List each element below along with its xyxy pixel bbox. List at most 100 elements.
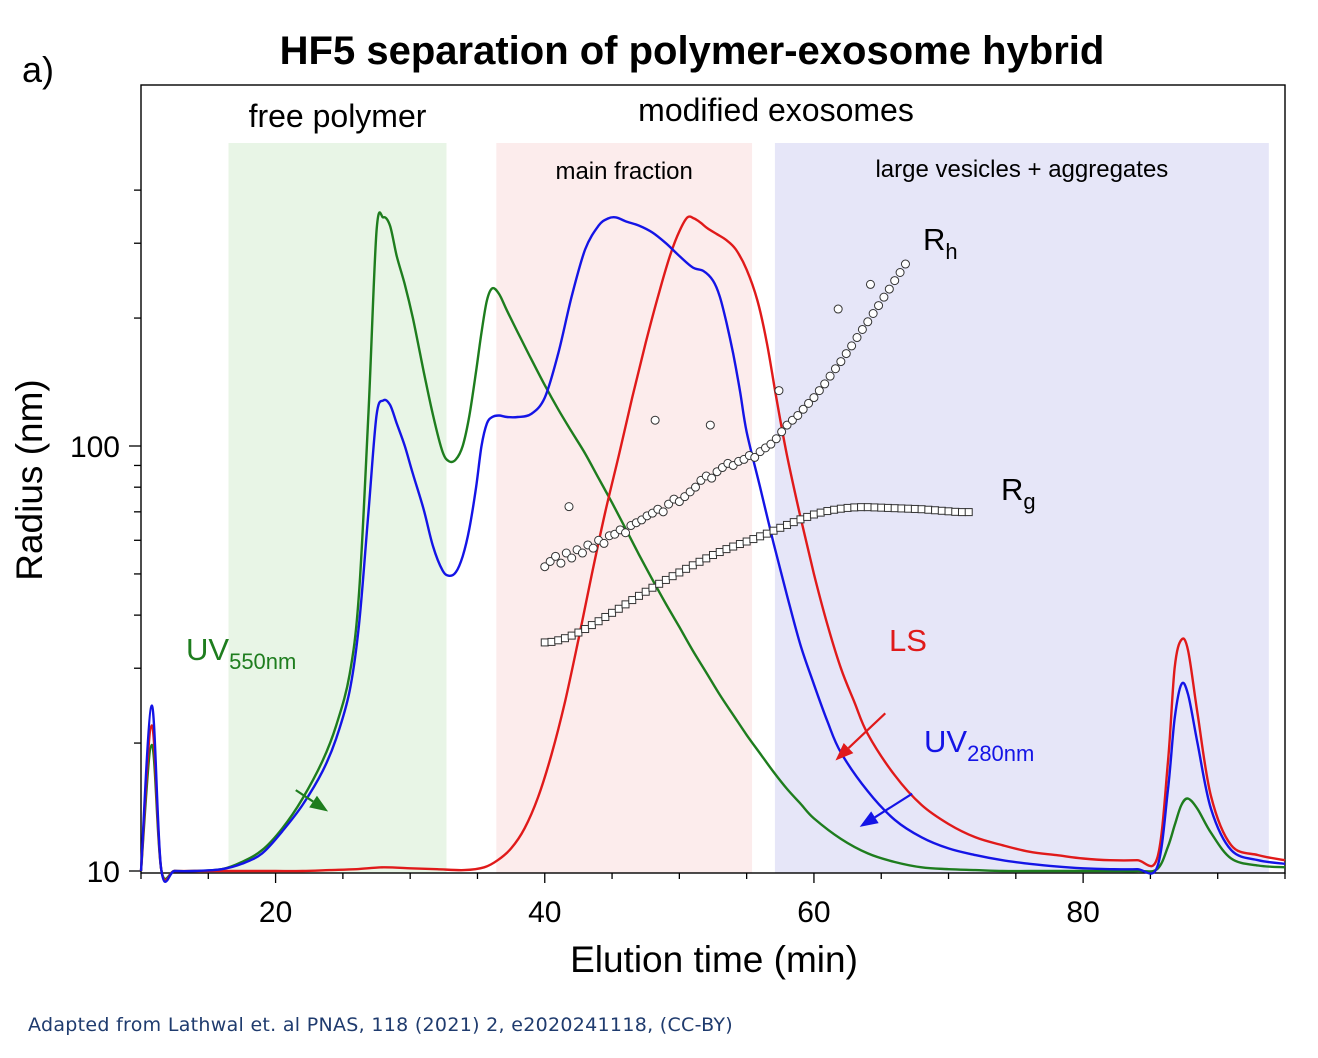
scatter-1-point-21 [682,564,691,573]
rg-label: Rg [1001,472,1036,514]
panel-label: a) [22,49,54,90]
scatter-1-point-38 [796,515,805,524]
scatter-0-point-51 [814,386,824,396]
scatter-1-point-42 [823,507,832,516]
scatter-0-point-62 [874,301,884,311]
scatter-1-point-44 [836,504,845,513]
scatter-0-point-49 [804,398,814,408]
scatter-1-point-23 [695,557,704,566]
scatter-1-point-19 [668,572,677,581]
x-tick-label-60: 60 [797,896,830,929]
scatter-1-point-45 [843,503,852,512]
rh-label: Rh [923,222,958,264]
series-line-2 [139,215,1286,882]
scatter-1-point-50 [877,503,886,512]
scatter-1-point-22 [688,561,697,570]
scatter-0-point-57 [847,341,857,351]
scatter-1-point-39 [803,512,812,521]
uv550-label: UV550nm [186,632,296,674]
arrow-head-2 [859,811,879,827]
scatter-0-point-2 [551,551,561,561]
arrow-shaft-1 [847,712,887,749]
scatter-1-point-27 [722,545,731,554]
scatter-1-point-20 [675,568,684,577]
scatter-1-point-25 [709,551,717,560]
scatter-1-point-61 [951,507,960,516]
scatter-1-point-53 [897,504,906,513]
y-tick-label-10: 10 [87,856,120,889]
scatter-1-point-24 [702,554,711,563]
scatter-0-point-39 [750,452,760,462]
scatter-1-point-10 [608,608,617,617]
x-axis-label: Elution time (min) [570,939,858,980]
scatter-0-point-3 [556,558,566,568]
scatter-1-point-18 [661,575,670,584]
scatter-0-point-56 [841,349,851,359]
scatter-0-point-7 [577,548,587,558]
scatter-0-point-61 [868,309,878,319]
scatter-1-point-40 [809,510,818,519]
scatter-0-point-69 [650,415,660,425]
scatter-1-point-47 [857,503,866,512]
scatter-1-point-59 [937,506,946,515]
y-tick-label-100: 100 [70,431,120,464]
scatter-1-point-30 [742,537,751,546]
scatter-1-point-29 [735,540,744,549]
scatter-0-point-9 [588,543,598,553]
elution-chart: free polymer main fraction large vesicles … [9,29,1286,980]
scatter-1-point-35 [776,523,785,532]
scatter-1-point-12 [621,600,630,609]
scatter-0-point-66 [895,267,905,277]
scatter-1-point-43 [830,505,839,514]
scatter-0-point-58 [852,333,862,343]
scatter-1-point-26 [715,548,724,557]
source-caption: Adapted from Lathwal et. al PNAS, 118 (2… [28,1014,734,1036]
scatter-0-point-59 [857,324,867,334]
x-tick-label-20: 20 [259,896,292,929]
scatter-0-point-4 [561,548,571,558]
scatter-1-point-8 [594,617,603,626]
scatter-1-point-4 [567,631,576,640]
plot-frame [140,84,1286,874]
scatter-1-point-52 [890,504,899,513]
scatter-1-point-32 [756,532,765,541]
scatter-1-point-0 [540,638,549,647]
scatter-0-point-15 [621,528,631,538]
scatter-1-point-56 [917,505,926,514]
scatter-0-point-67 [900,259,910,269]
scatter-0-point-42 [766,439,776,449]
uv280-label: UV280nm [924,724,1034,766]
scatter-1-point-51 [883,503,892,512]
region-label-2: large vesicles + aggregates [875,156,1168,183]
x-tick-label-40: 40 [528,896,561,929]
scatter-0-point-54 [830,364,840,374]
axis-ticks: 20 40 60 80 10 100 [70,189,1286,929]
scatter-1-point-9 [601,612,610,621]
scatter-1-point-62 [957,508,966,517]
scatter-0-point-44 [777,427,787,437]
shaded-regions: free polymer main fraction large vesicles … [228,98,1269,873]
scatter-0-point-55 [836,357,846,367]
scatter-1-point-11 [614,604,623,613]
scatter-0-point-60 [863,317,873,327]
scatter-0-point-31 [707,473,717,483]
scatter-0-point-28 [691,482,701,492]
scatter-1-point-48 [863,503,872,512]
scatter-0-point-50 [809,393,819,403]
scatter-1-point-33 [762,529,771,538]
arrow-shaft-0 [295,789,314,803]
scatter-1-point-49 [870,503,879,512]
x-tick-label-80: 80 [1066,896,1099,929]
scatter-1-point-57 [924,505,933,514]
scatter-1-point-2 [554,636,563,645]
scatter-1-point-6 [581,625,590,634]
scatter-1-point-13 [628,596,637,605]
scatter-1-point-54 [904,504,913,513]
series-line-1 [139,216,1286,883]
scatter-1-point-60 [944,507,953,516]
scatter-1-point-36 [783,520,792,529]
scatter-0-point-43 [771,434,781,444]
scatter-0-point-73 [865,279,875,289]
group-label: modified exosomes [638,92,914,128]
scatter-0-point-5 [567,553,577,563]
